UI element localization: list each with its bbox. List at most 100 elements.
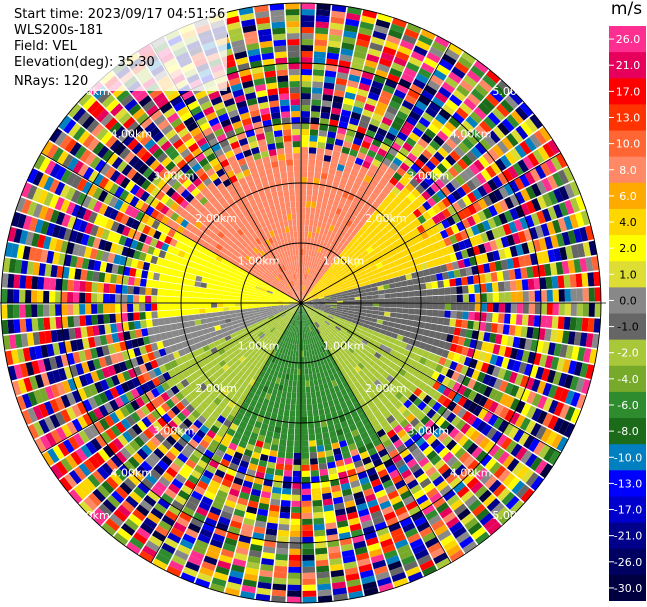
range-gate [298,350,301,357]
range-gate [350,230,358,238]
range-gate [262,385,269,393]
range-gate [391,571,407,583]
range-gate [342,300,349,303]
range-gate [370,418,380,428]
range-gate [547,384,558,399]
range-gate [303,326,306,333]
range-gate [215,565,230,576]
range-gate [297,320,300,327]
range-gate [308,434,316,441]
range-gate [463,97,477,111]
range-gate [325,413,333,421]
range-gate [364,155,374,164]
range-gate [521,242,530,255]
range-gate [505,495,520,510]
range-gate [434,232,444,242]
range-gate [305,313,310,320]
range-gate [372,559,387,570]
range-gate [558,201,569,217]
range-gate [348,174,357,183]
range-gate [338,396,345,404]
range-gate [441,197,452,208]
range-gate [508,221,518,234]
range-gate [429,234,438,244]
range-gate [336,228,343,236]
range-gate [301,153,309,160]
range-gate [193,297,200,303]
range-gate [266,405,274,414]
range-gate [264,473,274,481]
range-gate [230,564,245,573]
range-gate [517,159,529,173]
range-gate [393,56,408,67]
range-gate [358,120,369,130]
range-gate [263,479,273,487]
range-gate [582,287,589,302]
range-gate [316,439,324,447]
range-gate [284,335,289,343]
range-gate [477,408,489,420]
range-gate [323,278,329,284]
range-gate [320,474,330,482]
range-gate [407,338,416,346]
range-gate [315,264,320,271]
range-gate [388,126,400,137]
range-gate [354,348,362,355]
range-gate [366,309,373,314]
range-gate [311,482,321,489]
range-gate [380,275,388,281]
range-gate [308,274,312,281]
range-gate [470,65,485,79]
range-gate [205,293,212,299]
range-gate [324,70,337,78]
range-gate [429,361,439,371]
range-gate [497,80,513,95]
range-gate [497,451,510,465]
range-gate [417,381,427,391]
range-gate [366,169,376,178]
range-gate [301,314,303,321]
range-gate [372,310,379,315]
range-gate [480,471,493,485]
range-gate [440,264,448,273]
range-gate [240,485,252,495]
range-gate [110,323,118,334]
range-gate [282,354,288,361]
range-gate [366,246,374,254]
range-gate [380,362,389,371]
range-gate [407,221,417,231]
range-gate [219,484,231,494]
range-gate [494,333,503,345]
range-gate [559,388,570,403]
range-gate [490,161,502,175]
range-gate [326,534,339,542]
range-gate [430,182,441,193]
range-gate [500,154,512,168]
range-gate [49,317,57,330]
range-gate [325,204,333,212]
range-gate [343,278,351,284]
range-gate [558,303,565,316]
range-gate [231,456,241,466]
range-gate [375,262,384,269]
range-gate [211,307,218,313]
range-gate [304,356,308,363]
range-gate [428,101,442,113]
range-gate [425,228,435,237]
range-gate [487,148,500,161]
range-gate [340,482,351,491]
range-gate [314,342,319,349]
range-gate [380,453,391,463]
range-gate [335,169,343,178]
range-gate [467,204,477,215]
range-gate [449,150,461,162]
range-gate [280,433,288,441]
range-gate [335,428,344,437]
range-gate [330,297,337,300]
range-gate [205,308,212,314]
range-gate [359,450,370,460]
range-gate [454,174,466,186]
range-gate [325,335,332,342]
range-gate [306,305,312,309]
range-gate [529,253,538,266]
